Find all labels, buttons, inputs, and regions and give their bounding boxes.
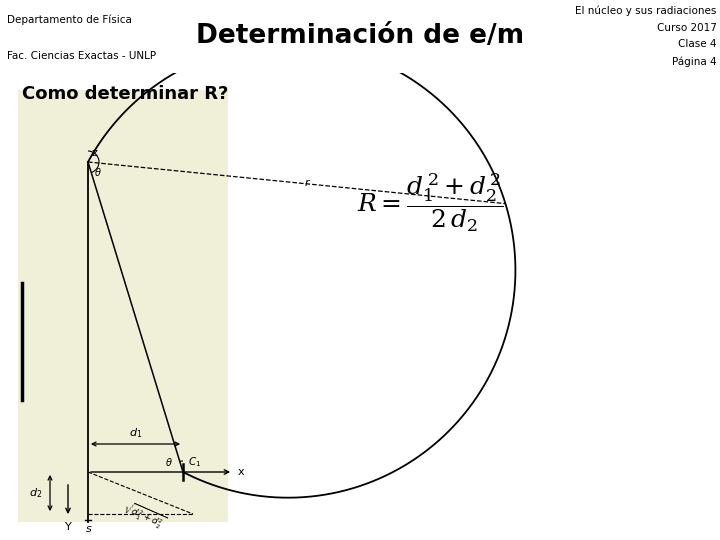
Text: x: x xyxy=(238,467,245,477)
Text: $\theta$: $\theta$ xyxy=(165,456,173,468)
Text: z: z xyxy=(92,148,98,158)
Text: Como determinar R?: Como determinar R? xyxy=(22,85,228,103)
Text: $C_1$: $C_1$ xyxy=(188,455,201,469)
Text: Determinación de e/m: Determinación de e/m xyxy=(196,23,524,50)
Text: El núcleo y sus radiaciones: El núcleo y sus radiaciones xyxy=(575,6,716,16)
Text: $\sqrt{d_1^2+d_2^2}$: $\sqrt{d_1^2+d_2^2}$ xyxy=(120,498,168,533)
Text: $d_2$: $d_2$ xyxy=(29,486,42,500)
Text: Clase 4: Clase 4 xyxy=(678,39,716,49)
Text: Página 4: Página 4 xyxy=(672,56,716,66)
Text: Fac. Ciencias Exactas - UNLP: Fac. Ciencias Exactas - UNLP xyxy=(7,51,156,61)
Text: Curso 2017: Curso 2017 xyxy=(657,23,716,32)
Text: s: s xyxy=(86,524,92,534)
Text: $d_1$: $d_1$ xyxy=(129,426,142,440)
Text: $R = \dfrac{d_1^{\,2} + d_2^{\,2}}{2\,d_2}$: $R = \dfrac{d_1^{\,2} + d_2^{\,2}}{2\,d_… xyxy=(356,172,503,234)
Text: Y: Y xyxy=(65,522,71,532)
Text: $\theta$: $\theta$ xyxy=(94,166,102,178)
Text: r: r xyxy=(305,178,310,188)
Text: Departamento de Física: Departamento de Física xyxy=(7,15,132,25)
FancyBboxPatch shape xyxy=(18,90,228,522)
